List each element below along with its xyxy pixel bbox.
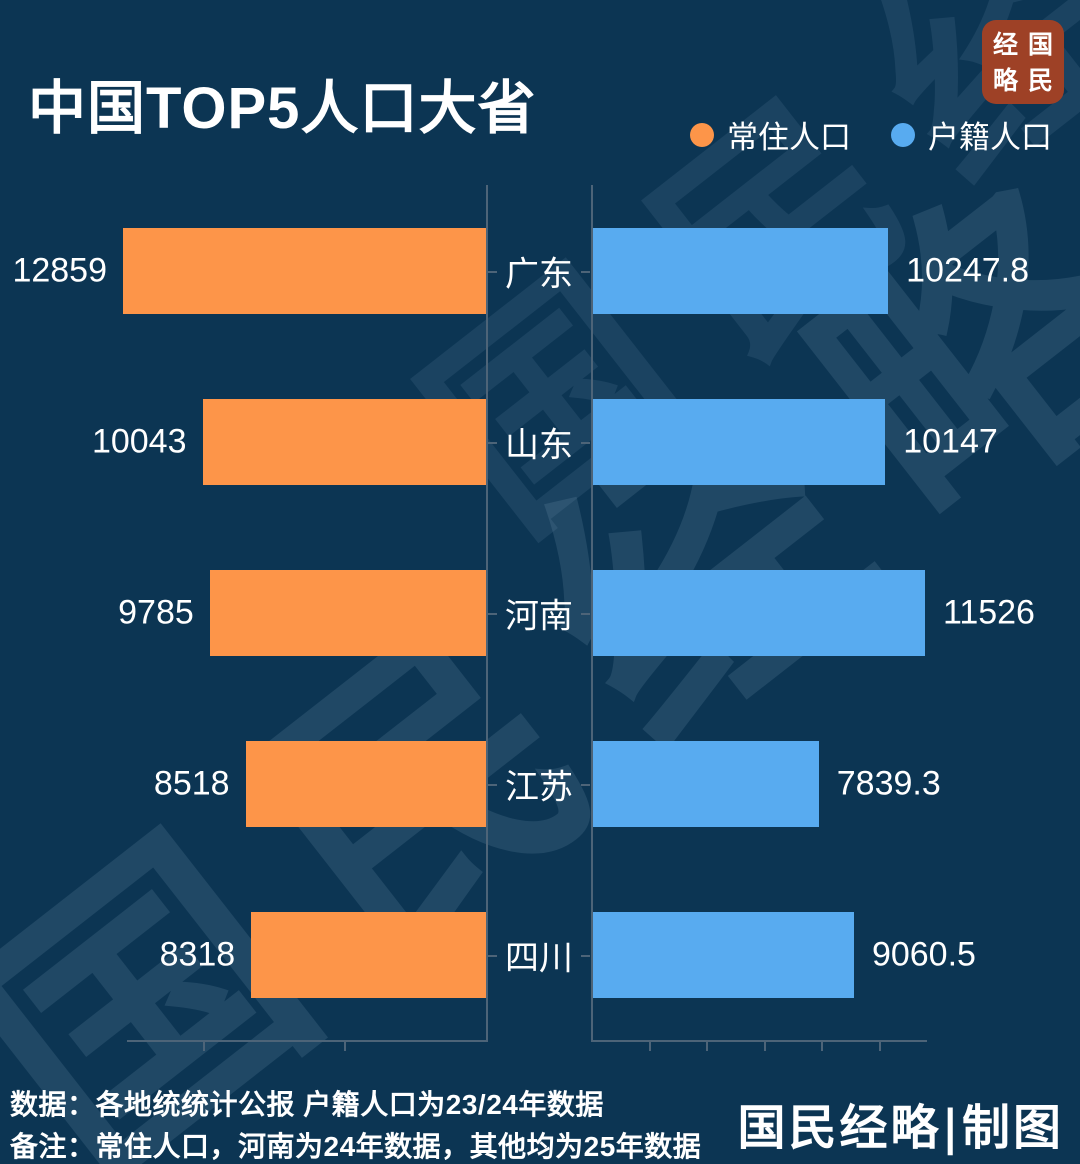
resident-value: 9785 [118, 593, 194, 632]
category-tick-icon [488, 784, 497, 787]
category-tick-icon [581, 612, 590, 615]
axis-tick-icon [821, 1042, 824, 1051]
category-tick-icon [488, 441, 497, 444]
axis-tick-icon [763, 1042, 766, 1051]
province-label: 江苏 [505, 768, 573, 807]
category-tick-icon [581, 441, 590, 444]
registered-value: 7839.3 [836, 764, 941, 803]
chart-row-sichuan: 8318 四川 9060.5 [0, 870, 1080, 1041]
registered-bar [593, 569, 925, 656]
data-source-note: 数据：各地统统计公报 户籍人口为23/24年数据 [10, 1089, 604, 1120]
province-label: 广东 [505, 255, 573, 294]
page-title: 中国TOP5人口大省 [28, 75, 537, 141]
registered-bar [593, 741, 819, 828]
resident-bar [123, 227, 486, 314]
axis-tick-icon [879, 1042, 881, 1051]
legend-label: 常住人口 [727, 120, 851, 155]
registered-value: 9060.5 [871, 935, 976, 974]
axis-tick-icon [202, 1042, 205, 1051]
resident-bar [202, 398, 486, 485]
province-label: 河南 [505, 597, 573, 636]
resident-value: 12859 [12, 251, 107, 290]
right-y-axis [591, 185, 593, 1042]
province-label: 四川 [505, 939, 573, 978]
registered-bar [593, 912, 854, 999]
registered-bar [593, 227, 889, 314]
legend-item-resident: 常住人口 [690, 112, 851, 157]
credit-watermark: 国民经略|制图 [737, 1100, 1064, 1156]
left-x-axis [127, 1040, 487, 1051]
registered-value: 10247.8 [906, 251, 1030, 290]
chart-rows: 12859 广东 10247.8 10043 [0, 185, 1080, 1042]
legend-dot-icon [690, 122, 714, 147]
resident-value: 10043 [91, 422, 187, 461]
axis-tick-icon [706, 1042, 709, 1051]
chart-row-jiangsu: 8518 江苏 7839.3 [0, 699, 1080, 870]
right-x-axis [591, 1040, 927, 1051]
resident-value: 8318 [159, 935, 236, 974]
diverging-bar-chart: 12859 广东 10247.8 10043 [0, 185, 1080, 1051]
category-tick-icon [581, 784, 590, 787]
category-tick-icon [488, 270, 497, 273]
chart-row-henan: 9785 河南 11526 [0, 527, 1080, 698]
registered-value: 10147 [903, 422, 998, 461]
resident-bar [209, 569, 486, 656]
chart-legend: 常住人口 户籍人口 [690, 112, 1052, 157]
resident-value: 8518 [153, 764, 230, 803]
logo-char: 国 [1027, 29, 1053, 59]
category-tick-icon [488, 955, 497, 958]
axis-tick-icon [648, 1042, 651, 1051]
registered-bar [593, 398, 886, 485]
brand-seal-logo: 经 国 略 民 [982, 20, 1064, 104]
logo-char: 略 [992, 65, 1018, 95]
logo-char: 民 [1027, 65, 1053, 95]
category-tick-icon [488, 612, 497, 615]
chart-row-guangdong: 12859 广东 10247.8 [0, 185, 1080, 356]
logo-char: 经 [992, 29, 1018, 59]
chart-row-shandong: 10043 山东 10147 [0, 356, 1080, 527]
resident-bar [251, 912, 486, 999]
category-tick-icon [581, 955, 590, 958]
left-y-axis [486, 185, 488, 1042]
province-label: 山东 [505, 426, 573, 465]
axis-tick-icon [343, 1042, 346, 1051]
registered-value: 11526 [942, 593, 1035, 632]
legend-label: 户籍人口 [928, 120, 1052, 155]
remark-note: 备注：常住人口，河南为24年数据，其他均为25年数据 [10, 1131, 702, 1162]
legend-dot-icon [891, 122, 915, 147]
legend-item-registered: 户籍人口 [891, 112, 1052, 157]
resident-bar [245, 741, 486, 828]
category-tick-icon [581, 270, 590, 273]
